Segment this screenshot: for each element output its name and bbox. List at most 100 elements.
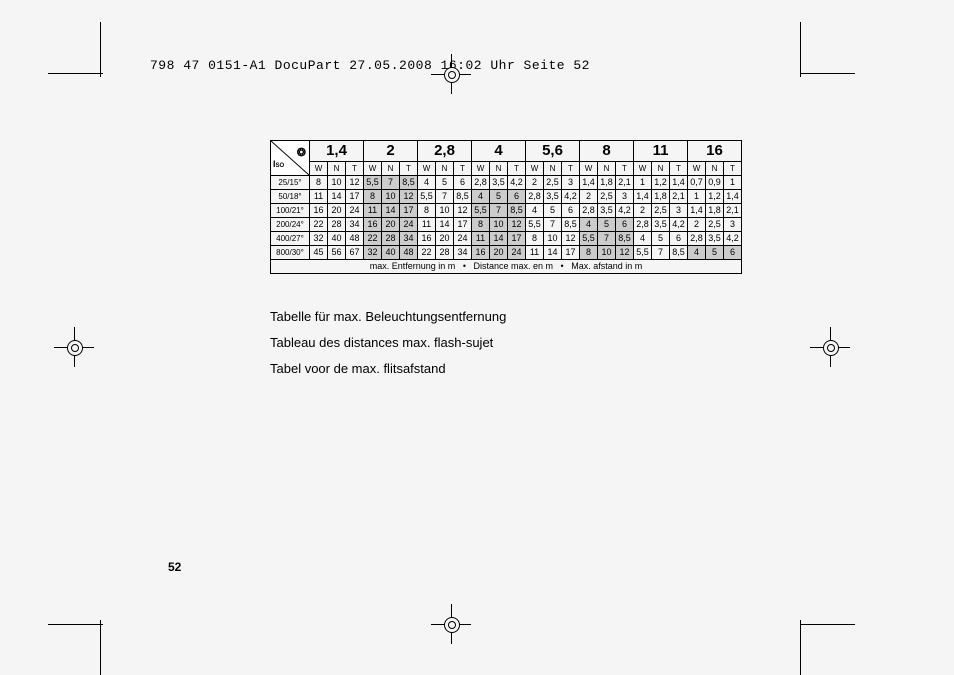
distance-cell: 20 xyxy=(490,246,508,260)
distance-cell: 12 xyxy=(454,204,472,218)
distance-cell: 11 xyxy=(310,190,328,204)
distance-cell: 24 xyxy=(508,246,526,260)
iso-value: 200/24° xyxy=(271,218,310,232)
distance-cell: 2,8 xyxy=(580,204,598,218)
distance-cell: 8,5 xyxy=(508,204,526,218)
crop-mark xyxy=(48,73,103,74)
distance-cell: 1,2 xyxy=(706,190,724,204)
iso-value: 25/15° xyxy=(271,176,310,190)
distance-cell: 8,5 xyxy=(400,176,418,190)
distance-cell: 8 xyxy=(310,176,328,190)
zoom-subheader: T xyxy=(346,162,364,176)
crop-mark xyxy=(800,73,855,74)
distance-cell: 7 xyxy=(544,218,562,232)
distance-cell: 16 xyxy=(310,204,328,218)
distance-cell: 3,5 xyxy=(490,176,508,190)
zoom-subheader: T xyxy=(670,162,688,176)
distance-cell: 20 xyxy=(382,218,400,232)
distance-cell: 10 xyxy=(436,204,454,218)
distance-cell: 12 xyxy=(346,176,364,190)
distance-cell: 2,5 xyxy=(598,190,616,204)
crop-mark xyxy=(100,22,101,77)
distance-cell: 1,4 xyxy=(634,190,652,204)
distance-cell: 32 xyxy=(364,246,382,260)
distance-cell: 11 xyxy=(418,218,436,232)
distance-cell: 2 xyxy=(634,204,652,218)
distance-cell: 1 xyxy=(634,176,652,190)
distance-cell: 2 xyxy=(688,218,706,232)
distance-cell: 8,5 xyxy=(616,232,634,246)
print-header: 798 47 0151-A1 DocuPart 27.05.2008 16:02… xyxy=(150,58,590,73)
distance-cell: 2,8 xyxy=(634,218,652,232)
distance-cell: 40 xyxy=(328,232,346,246)
distance-cell: 1,8 xyxy=(706,204,724,218)
distance-cell: 2,1 xyxy=(724,204,742,218)
fstop-header: 1,4 xyxy=(310,141,364,162)
caption-line: Tabel voor de max. flitsafstand xyxy=(270,356,742,382)
zoom-subheader: N xyxy=(544,162,562,176)
fstop-header: 2,8 xyxy=(418,141,472,162)
distance-cell: 20 xyxy=(436,232,454,246)
fstop-header: 11 xyxy=(634,141,688,162)
distance-cell: 8 xyxy=(364,190,382,204)
distance-cell: 2 xyxy=(526,176,544,190)
distance-cell: 0,7 xyxy=(688,176,706,190)
distance-cell: 2,8 xyxy=(688,232,706,246)
distance-cell: 14 xyxy=(490,232,508,246)
distance-cell: 4 xyxy=(526,204,544,218)
distance-cell: 16 xyxy=(364,218,382,232)
distance-cell: 11 xyxy=(526,246,544,260)
distance-cell: 5,5 xyxy=(634,246,652,260)
page-number: 52 xyxy=(168,560,181,574)
distance-cell: 6 xyxy=(616,218,634,232)
distance-cell: 22 xyxy=(364,232,382,246)
distance-cell: 4 xyxy=(580,218,598,232)
distance-cell: 2,5 xyxy=(652,204,670,218)
distance-cell: 7 xyxy=(652,246,670,260)
distance-cell: 34 xyxy=(454,246,472,260)
distance-cell: 1,4 xyxy=(688,204,706,218)
fstop-header: 8 xyxy=(580,141,634,162)
distance-cell: 3,5 xyxy=(544,190,562,204)
zoom-subheader: W xyxy=(634,162,652,176)
distance-cell: 7 xyxy=(598,232,616,246)
zoom-subheader: N xyxy=(706,162,724,176)
distance-cell: 12 xyxy=(508,218,526,232)
distance-cell: 6 xyxy=(508,190,526,204)
distance-cell: 34 xyxy=(346,218,364,232)
crop-mark xyxy=(800,620,801,675)
distance-cell: 5 xyxy=(706,246,724,260)
distance-cell: 1,4 xyxy=(724,190,742,204)
distance-cell: 8,5 xyxy=(670,246,688,260)
distance-cell: 12 xyxy=(562,232,580,246)
zoom-subheader: N xyxy=(436,162,454,176)
fstop-header: 4 xyxy=(472,141,526,162)
distance-cell: 17 xyxy=(508,232,526,246)
distance-cell: 1 xyxy=(724,176,742,190)
distance-cell: 4 xyxy=(634,232,652,246)
zoom-subheader: N xyxy=(652,162,670,176)
distance-cell: 10 xyxy=(544,232,562,246)
zoom-subheader: T xyxy=(616,162,634,176)
distance-cell: 5 xyxy=(544,204,562,218)
distance-cell: 10 xyxy=(598,246,616,260)
distance-cell: 2,5 xyxy=(544,176,562,190)
distance-cell: 2,1 xyxy=(616,176,634,190)
distance-cell: 3,5 xyxy=(652,218,670,232)
zoom-subheader: T xyxy=(562,162,580,176)
registration-mark xyxy=(818,335,842,359)
distance-cell: 1,2 xyxy=(652,176,670,190)
distance-cell: 5 xyxy=(490,190,508,204)
distance-cell: 6 xyxy=(454,176,472,190)
distance-cell: 6 xyxy=(670,232,688,246)
registration-mark xyxy=(439,62,463,86)
distance-cell: 7 xyxy=(490,204,508,218)
distance-cell: 8,5 xyxy=(562,218,580,232)
distance-cell: 3,5 xyxy=(706,232,724,246)
distance-cell: 8 xyxy=(418,204,436,218)
distance-cell: 5,5 xyxy=(472,204,490,218)
distance-cell: 8,5 xyxy=(454,190,472,204)
zoom-subheader: T xyxy=(724,162,742,176)
iso-label: Iso xyxy=(273,154,284,174)
distance-cell: 28 xyxy=(436,246,454,260)
